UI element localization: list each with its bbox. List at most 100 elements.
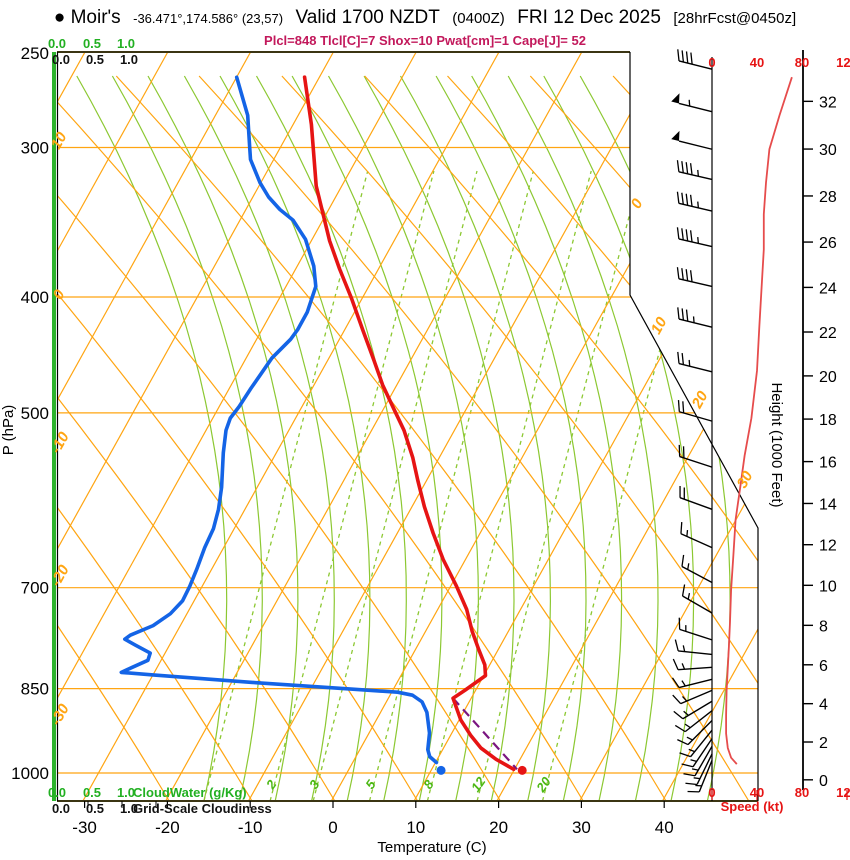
height-tick-label: 32	[819, 94, 837, 111]
dry-adiabat-line	[57, 75, 501, 801]
height-tick-label: 0	[819, 773, 828, 790]
temp-tick-label: -30	[72, 818, 97, 837]
height-tick-label: 14	[819, 496, 837, 513]
pressure-axis-title: P (hPa)	[0, 405, 17, 456]
height-tick-label: 4	[819, 697, 828, 714]
wind-barb	[685, 753, 713, 786]
wind-barb	[676, 267, 713, 288]
height-tick-label: 8	[819, 618, 828, 635]
temp-tick-label: -10	[238, 818, 263, 837]
height-tick-label: 18	[819, 412, 837, 429]
stability-indices: Plcl=848 Tlcl[C]=7 Shox=10 Pwat[cm]=1 Ca…	[264, 33, 586, 48]
parcel-ascent-line	[452, 697, 518, 771]
cloudwater-scale-label-bottom: 0.0	[48, 785, 66, 800]
pressure-tick-label: 700	[21, 579, 49, 598]
wind-barb	[676, 160, 713, 181]
moist-adiabat-line	[111, 75, 263, 801]
grid-layer	[57, 52, 758, 801]
cloudwater-scale-label-top: 1.0	[117, 36, 135, 51]
cloudwater-scale-label-bottom: 0.5	[83, 785, 101, 800]
mixing-ratio-label: 3	[306, 777, 323, 792]
isotherm-label-left: -30	[47, 701, 73, 729]
temperature-curve	[302, 75, 516, 772]
isotherm-line	[57, 52, 252, 801]
isotherm-line	[57, 52, 169, 801]
cloudiness-scale-label-bottom: 0.0	[52, 801, 70, 816]
speed-tick-label-top: 0	[708, 55, 715, 70]
temp-axis-title: Temperature (C)	[377, 839, 486, 856]
surface-temp-dot	[517, 765, 527, 775]
moist-adiabat-line	[183, 75, 335, 801]
mixing-ratio-line	[203, 170, 369, 801]
moist-adiabat-line	[507, 75, 659, 801]
wind-barb	[673, 700, 713, 720]
isotherm-line	[579, 52, 758, 801]
speed-tick-label-top: 80	[795, 55, 809, 70]
moist-adiabat-line	[363, 75, 515, 801]
valid-zulu: (0400Z)	[452, 10, 505, 27]
isotherm-label-left: 10	[48, 129, 71, 152]
height-tick-label: 6	[819, 658, 828, 675]
mixing-ratio-label: 8	[420, 777, 437, 792]
wind-barb	[676, 227, 713, 248]
wind-barb	[671, 93, 713, 113]
dry-adiabat-line	[57, 75, 170, 801]
pressure-tick-label: 300	[21, 139, 49, 158]
moist-adiabat-line	[399, 75, 552, 801]
wind-barb	[679, 729, 713, 758]
wind-barb	[677, 307, 713, 328]
isotherm-line	[57, 52, 334, 801]
mixing-ratio-label: 20	[533, 774, 555, 796]
dry-adiabat-line	[57, 75, 253, 801]
station-name: ● Moir's	[53, 7, 121, 28]
height-tick-label: 16	[819, 455, 837, 472]
height-tick-label: 2	[819, 735, 828, 752]
wind-barb	[677, 351, 713, 373]
cloudiness-scale-label-top: 0.0	[52, 52, 70, 67]
chart-title: ● Moir's -36.471°,174.586° (23,57) Valid…	[0, 7, 850, 29]
pressure-tick-label: 850	[21, 680, 49, 699]
height-tick-label: 24	[819, 280, 837, 297]
forecast-info: [28hrFcst@0450z]	[673, 10, 797, 27]
height-tick-label: 28	[819, 189, 837, 206]
mixing-ratio-label: 5	[362, 777, 379, 792]
temp-tick-label: 10	[406, 818, 425, 837]
valid-time: Valid 1700 NZDT	[295, 7, 440, 28]
cloudiness-scale-label-top: 1.0	[120, 52, 138, 67]
moist-adiabat-line	[219, 75, 371, 801]
wind-barb	[681, 738, 713, 768]
wind-barb	[674, 639, 713, 656]
dry-adiabat-line	[57, 75, 584, 801]
height-tick-label: 12	[819, 538, 837, 555]
isotherm-line	[165, 52, 583, 801]
surface-dewpoint-dot	[436, 765, 446, 775]
cloudiness-label: Grid-Scale Cloudiness	[133, 801, 272, 816]
cloudwater-scale-label-top: 0.0	[48, 36, 66, 51]
dewpoint-curve	[119, 75, 439, 765]
wind-barb	[679, 486, 713, 510]
wind-barb	[678, 617, 713, 641]
speed-tick-label-bottom: 120	[836, 785, 850, 800]
isotherm-label-left: -20	[47, 562, 73, 590]
isotherm-label-right: 10	[648, 314, 671, 337]
wind-barb	[678, 444, 713, 468]
temp-tick-label: 40	[655, 818, 674, 837]
height-axis-title: Height (1000 Feet)	[768, 382, 785, 507]
wind-barb	[681, 584, 713, 614]
speed-tick-label-top: 40	[750, 55, 764, 70]
temp-tick-label: 30	[572, 818, 591, 837]
isotherm-label-left: -10	[47, 429, 73, 457]
speed-tick-label-bottom: 80	[795, 785, 809, 800]
pressure-tick-label: 500	[21, 404, 49, 423]
cloudiness-scale-label-top: 0.5	[86, 52, 104, 67]
wind-barb	[677, 720, 713, 746]
height-tick-label: 26	[819, 235, 837, 252]
wind-barb	[671, 677, 713, 689]
wind-barb	[674, 710, 713, 733]
dry-adiabat-line	[281, 75, 758, 801]
valid-date: FRI 12 Dec 2025	[517, 7, 661, 28]
pressure-tick-label: 250	[21, 44, 49, 63]
cloudwater-label: CloudWater (g/Kg)	[133, 785, 247, 800]
wind-speed-curve	[725, 76, 793, 765]
